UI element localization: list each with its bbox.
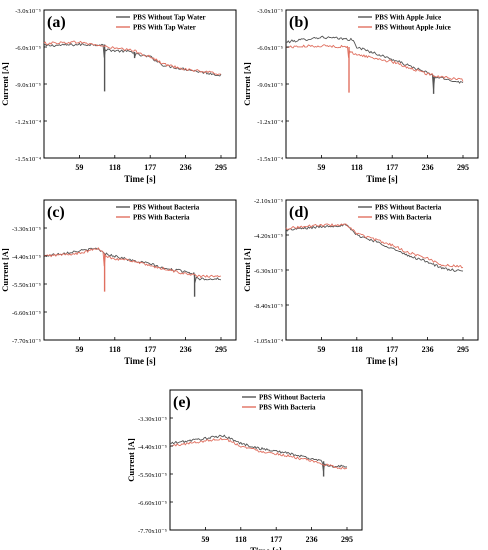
x-axis-label: Time [s] (250, 546, 282, 550)
y-tick-label: -3.0x10⁻⁵ (15, 8, 41, 15)
y-tick-label: -9.0x10⁻⁵ (15, 82, 41, 89)
x-tick-label: 236 (306, 535, 318, 544)
y-axis-label: Current [A] (126, 438, 136, 482)
x-tick-label: 177 (270, 535, 282, 544)
plot-frame (285, 9, 479, 159)
y-tick-label: -8.40x10⁻⁵ (254, 303, 283, 310)
legend-entry-1: PBS Without Bacteria (133, 204, 200, 212)
x-axis-label: Time [s] (366, 174, 398, 184)
chart-panel-1: 59 118 177 236 295 -3.0x10⁻⁵ -6.0x10⁻⁵ -9.0x10⁻… (0, 8, 237, 184)
x-tick-label: 59 (75, 163, 83, 172)
y-tick-label: -1.05x10⁻⁴ (254, 338, 284, 345)
plot-frame (169, 389, 363, 531)
x-tick-label: 295 (457, 345, 469, 354)
y-axis-label: Current [A] (0, 248, 10, 292)
y-tick-label: -5.50x10⁻⁵ (138, 472, 167, 479)
y-tick-label: -9.0x10⁻⁵ (257, 82, 283, 89)
y-tick-label: -1.2x10⁻⁴ (257, 119, 283, 126)
x-tick-label: 295 (457, 163, 469, 172)
x-tick-label: 295 (215, 163, 227, 172)
y-tick-label: -5.50x10⁻⁵ (12, 282, 41, 289)
chart-panel-3: 59 118 177 236 295 -3.30x10⁻⁵ -4.40x10⁻⁵ -5.50x… (0, 199, 237, 366)
legend-entry-1: PBS Without Bacteria (259, 394, 326, 402)
y-tick-label: -6.30x10⁻⁵ (254, 268, 283, 275)
x-tick-label: 118 (235, 535, 247, 544)
x-tick-label: 295 (215, 345, 227, 354)
x-tick-label: 59 (201, 535, 209, 544)
series-line-1 (285, 223, 464, 272)
y-tick-label: -3.0x10⁻⁵ (257, 8, 283, 15)
series-line-1 (43, 247, 222, 283)
y-axis-label: Current [A] (0, 62, 10, 106)
series-line-2 (285, 223, 464, 269)
legend-entry-1: PBS With Apple Juice (375, 14, 441, 22)
legend-entry-2: PBS With Bacteria (375, 214, 432, 222)
y-tick-label: -6.0x10⁻⁵ (257, 45, 283, 52)
x-tick-label: 177 (144, 345, 156, 354)
x-tick-label: 118 (109, 345, 121, 354)
y-tick-label: -1.5x10⁻⁴ (257, 156, 283, 163)
series-line-1 (43, 42, 222, 77)
y-tick-label: -2.10x10⁻⁵ (254, 198, 283, 205)
y-tick-label: -6.60x10⁻⁵ (12, 310, 41, 317)
legend-entry-2: PBS With Bacteria (133, 214, 190, 222)
y-tick-label: -4.20x10⁻⁵ (254, 233, 283, 240)
legend-entry-1: PBS Without Bacteria (375, 204, 442, 212)
x-tick-label: 236 (422, 163, 434, 172)
legend-entry-2: PBS Without Apple Juice (375, 24, 451, 32)
x-tick-label: 118 (351, 345, 363, 354)
x-tick-label: 236 (180, 163, 192, 172)
y-axis-label: Current [A] (242, 248, 252, 292)
plot-frame (43, 199, 237, 341)
panel-label: (b) (289, 14, 309, 31)
x-axis-label: Time [s] (124, 174, 156, 184)
x-tick-label: 59 (317, 345, 325, 354)
y-tick-label: -6.0x10⁻⁵ (15, 45, 41, 52)
x-tick-label: 236 (180, 345, 192, 354)
x-tick-label: 118 (109, 163, 121, 172)
x-tick-label: 295 (341, 535, 353, 544)
chart-panel-4: 59 118 177 236 295 -2.10x10⁻⁵ -4.20x10⁻⁵ -6.30x… (242, 198, 479, 366)
y-tick-label: -4.40x10⁻⁵ (138, 444, 167, 451)
x-axis-label: Time [s] (366, 356, 398, 366)
series-line-2 (43, 247, 222, 278)
x-tick-label: 59 (75, 345, 83, 354)
x-tick-label: 177 (386, 345, 398, 354)
y-tick-label: -6.60x10⁻⁵ (138, 500, 167, 507)
y-tick-label: -1.5x10⁻⁴ (15, 156, 41, 163)
x-axis-label: Time [s] (124, 356, 156, 366)
series-line-2 (43, 40, 222, 76)
legend-entry-2: PBS With Tap Water (133, 24, 196, 32)
y-tick-label: -3.30x10⁻⁵ (12, 226, 41, 233)
plot-frame (43, 9, 237, 159)
y-tick-label: -7.70x10⁻⁵ (138, 528, 167, 535)
x-tick-label: 118 (351, 163, 363, 172)
x-tick-label: 236 (422, 345, 434, 354)
series-line-1 (285, 35, 464, 91)
x-tick-label: 177 (386, 163, 398, 172)
legend-entry-1: PBS Without Tap Water (133, 14, 206, 22)
panel-label: (d) (289, 204, 309, 221)
series-line-1 (169, 434, 348, 472)
series-line-2 (169, 437, 348, 470)
chart-panel-2: 59 118 177 236 295 -3.0x10⁻⁵ -6.0x10⁻⁵ -9.0x10⁻… (242, 8, 479, 184)
panel-label: (e) (173, 394, 191, 411)
legend-entry-2: PBS With Bacteria (259, 404, 316, 412)
y-axis-label: Current [A] (242, 62, 252, 106)
y-tick-label: -4.40x10⁻⁵ (12, 254, 41, 261)
y-tick-label: -7.70x10⁻⁵ (12, 338, 41, 345)
panel-label: (c) (47, 204, 65, 221)
panel-label: (a) (47, 14, 66, 31)
y-tick-label: -1.2x10⁻⁴ (15, 119, 41, 126)
x-tick-label: 177 (144, 163, 156, 172)
y-tick-label: -3.30x10⁻⁵ (138, 416, 167, 423)
series-line-2 (285, 44, 464, 82)
x-tick-label: 59 (317, 163, 325, 172)
chart-panel-5: 59 118 177 236 295 -3.30x10⁻⁵ -4.40x10⁻⁵ -5.50x… (126, 389, 363, 550)
